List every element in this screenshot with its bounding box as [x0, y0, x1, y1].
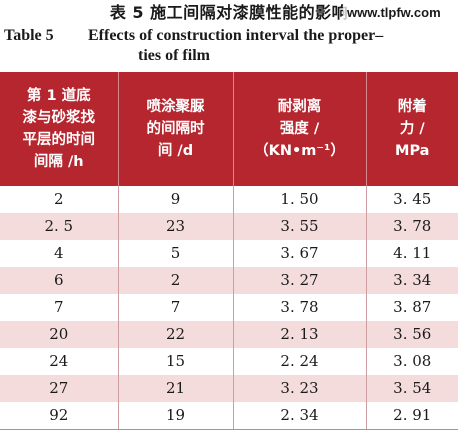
table-cell: 5	[117, 240, 233, 267]
table-cell: 3. 54	[365, 375, 458, 402]
table-cell: 2. 34	[232, 402, 366, 430]
table-cell: 20	[49, 325, 69, 343]
header-line: 平层的时间	[22, 132, 96, 148]
header-row: 第 1 道底 漆与砂浆找 平层的时间 间隔 /h 喷涂聚脲 的间隔时 间 /d …	[0, 72, 458, 186]
table-cell: 4. 11	[365, 240, 458, 267]
table-cell: 9	[117, 186, 233, 213]
table-cell: 2. 91	[365, 402, 458, 430]
header-line: 间隔 /h	[33, 154, 84, 170]
table-cell: 27	[49, 379, 69, 397]
table-cell: 3. 23	[232, 375, 366, 402]
table-cell: 19	[117, 402, 233, 430]
table-label: Table 5	[4, 27, 54, 44]
table-cell: 4	[53, 244, 64, 262]
data-table: 第 1 道底 漆与砂浆找 平层的时间 间隔 /h 喷涂聚脲 的间隔时 间 /d …	[0, 72, 458, 430]
table-cell: 2. 13	[232, 321, 366, 348]
table-cell: 3. 08	[365, 348, 458, 375]
table-cell: 15	[117, 348, 233, 375]
table-cell: 6	[53, 271, 64, 289]
header-line: 间 /d	[157, 143, 194, 159]
table-cell: 92	[0, 402, 118, 430]
table-caption-english: Table 5 Effects of construction interval …	[4, 26, 456, 66]
table-cell: 3. 78	[232, 294, 366, 321]
header-line: 的间隔时	[146, 121, 205, 137]
table-cell: 3. 34	[365, 267, 458, 294]
table-title-line2: ties of film	[138, 47, 210, 64]
table-cell: 3. 55	[232, 213, 366, 240]
table-cell: 7	[117, 294, 233, 321]
table-cell: 3. 56	[365, 321, 458, 348]
header-peel-strength: 耐剥离 强度 / （KN•m⁻¹）	[232, 72, 366, 186]
header-line: 第 1 道底	[26, 88, 91, 104]
table-cell: 24	[49, 352, 69, 370]
header-interval-hours: 第 1 道底 漆与砂浆找 平层的时间 间隔 /h	[0, 72, 118, 186]
table-cell: 3. 87	[365, 294, 458, 321]
table-cell: 2. 5	[44, 217, 74, 235]
table-cell: 3. 67	[232, 240, 366, 267]
table-cell: 7	[53, 298, 64, 316]
table-row: 2. 5 23 3. 55 3. 78	[0, 213, 458, 240]
table-cell: 3. 27	[232, 267, 366, 294]
table-cell: 3. 78	[365, 213, 458, 240]
table-row: 2 9 1. 50 3. 45	[0, 186, 458, 213]
header-spray-interval-days: 喷涂聚脲 的间隔时 间 /d	[117, 72, 233, 186]
header-line: （KN•m⁻¹）	[254, 143, 345, 159]
table-cell: 2	[117, 267, 233, 294]
table-cell: 1. 50	[232, 186, 366, 213]
header-line: 附着	[397, 99, 427, 115]
header-adhesion: 附着 力 / MPa	[365, 72, 458, 186]
header-line: 力 /	[399, 121, 425, 137]
table-row: 24 15 2. 24 3. 08	[0, 348, 458, 375]
header-line: MPa	[395, 143, 430, 159]
table-cell: 2. 24	[232, 348, 366, 375]
header-line: 喷涂聚脲	[146, 99, 205, 115]
table-row: 92 19 2. 34 2. 91	[0, 402, 458, 430]
header-line: 强度 /	[279, 121, 320, 137]
table-title-line1: Effects of construction interval the pro…	[88, 27, 384, 44]
watermark: www.tlpfw.com	[343, 4, 445, 22]
table-caption-chinese: 表 5 施工间隔对漆膜性能的影响	[109, 3, 349, 22]
header-line: 耐剥离	[277, 99, 322, 115]
table-row: 6 2 3. 27 3. 34	[0, 267, 458, 294]
table-row: 20 22 2. 13 3. 56	[0, 321, 458, 348]
table-cell: 23	[117, 213, 233, 240]
table-cell: 2	[53, 190, 64, 208]
table-cell: 22	[117, 321, 233, 348]
table-row: 7 7 3. 78 3. 87	[0, 294, 458, 321]
table-row: 4 5 3. 67 4. 11	[0, 240, 458, 267]
table-cell: 3. 45	[365, 186, 458, 213]
table-cell: 21	[117, 375, 233, 402]
table-row: 27 21 3. 23 3. 54	[0, 375, 458, 402]
header-line: 漆与砂浆找	[22, 110, 96, 126]
